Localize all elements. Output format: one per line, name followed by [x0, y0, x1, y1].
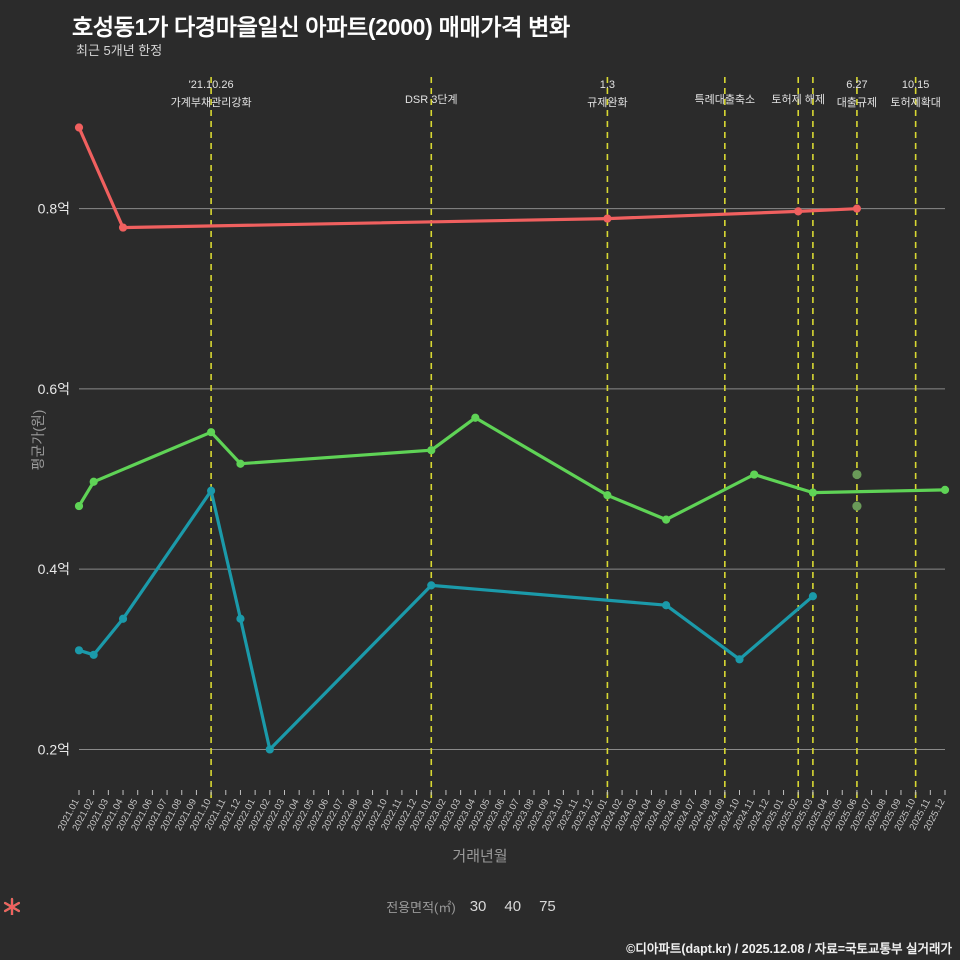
data-point-75: [794, 207, 803, 216]
data-point-40: [89, 477, 98, 486]
data-point-75: [118, 223, 128, 232]
data-point-75: [74, 123, 84, 132]
legend-title: 전용면적(㎡): [386, 900, 456, 915]
data-point-40: [603, 491, 612, 500]
chart-legend: 전용면적(㎡) 30 40 75: [0, 897, 960, 916]
data-point-30: [236, 614, 245, 623]
annotation-label: 10.15: [902, 79, 930, 91]
scatter-point-40: [852, 501, 862, 511]
data-point-40: [471, 413, 480, 422]
data-point-40: [427, 446, 436, 455]
scatter-point-40: [852, 469, 862, 480]
data-point-40: [750, 470, 759, 479]
legend-marker-icon: [3, 897, 21, 915]
annotation-label: 대출규제: [837, 96, 877, 109]
data-point-40: [236, 459, 245, 468]
footer-credit: ©디아파트(dapt.kr) / 2025.12.08 / 자료=국토교통부 실…: [626, 942, 952, 956]
annotation-label: '21.10.26: [189, 79, 234, 91]
data-point-30: [662, 601, 671, 610]
legend-item-label: 30: [469, 898, 487, 915]
data-point-30: [265, 745, 274, 754]
y-axis-tick: 0.6억: [38, 381, 70, 397]
series-line-30: [77, 489, 815, 751]
data-point-30: [207, 486, 216, 495]
y-axis-tick: 0.4억: [38, 561, 70, 577]
legend-item-40[interactable]: 40: [3, 897, 522, 915]
page-title: 호성동1가 다경마을일신 아파트(2000) 매매가격 변화: [72, 14, 570, 40]
data-point-30: [427, 581, 436, 590]
legend-item-30[interactable]: 30: [3, 897, 487, 915]
data-point-30: [74, 646, 84, 655]
y-axis-tick: 0.8억: [38, 201, 70, 217]
annotation-label: DSR 3단계: [405, 93, 458, 106]
annotation-label: 1.3: [600, 79, 615, 91]
annotation-label: 6.27: [846, 79, 867, 91]
data-point-30: [89, 650, 98, 659]
annotation-label: 토허제확대: [890, 96, 941, 109]
data-point-40: [808, 488, 817, 497]
legend-item-label: 40: [504, 898, 522, 915]
series-line-75: [77, 125, 859, 230]
data-point-30: [118, 614, 128, 623]
x-axis-label: 거래년월: [452, 848, 508, 865]
legend-marker-icon: [3, 897, 21, 915]
data-point-40: [207, 428, 216, 437]
annotation-label: 토허제 해제: [771, 92, 825, 106]
annotation-label: 특례대출축소: [694, 93, 755, 106]
data-point-40: [940, 485, 950, 494]
annotation-label: 규제완화: [587, 96, 627, 109]
data-point-75: [852, 204, 862, 213]
data-point-30: [735, 655, 744, 664]
data-point-40: [74, 501, 84, 511]
y-axis-tick: 0.2억: [38, 741, 70, 757]
data-point-75: [603, 214, 612, 223]
data-point-40: [662, 515, 671, 524]
data-point-30: [808, 592, 817, 601]
legend-item-75[interactable]: 75: [3, 897, 556, 915]
chart-subtitle: 최근 5개년 한정: [76, 43, 163, 58]
legend-item-label: 75: [539, 898, 556, 915]
annotation-label: 가계부채관리강화: [171, 96, 252, 109]
